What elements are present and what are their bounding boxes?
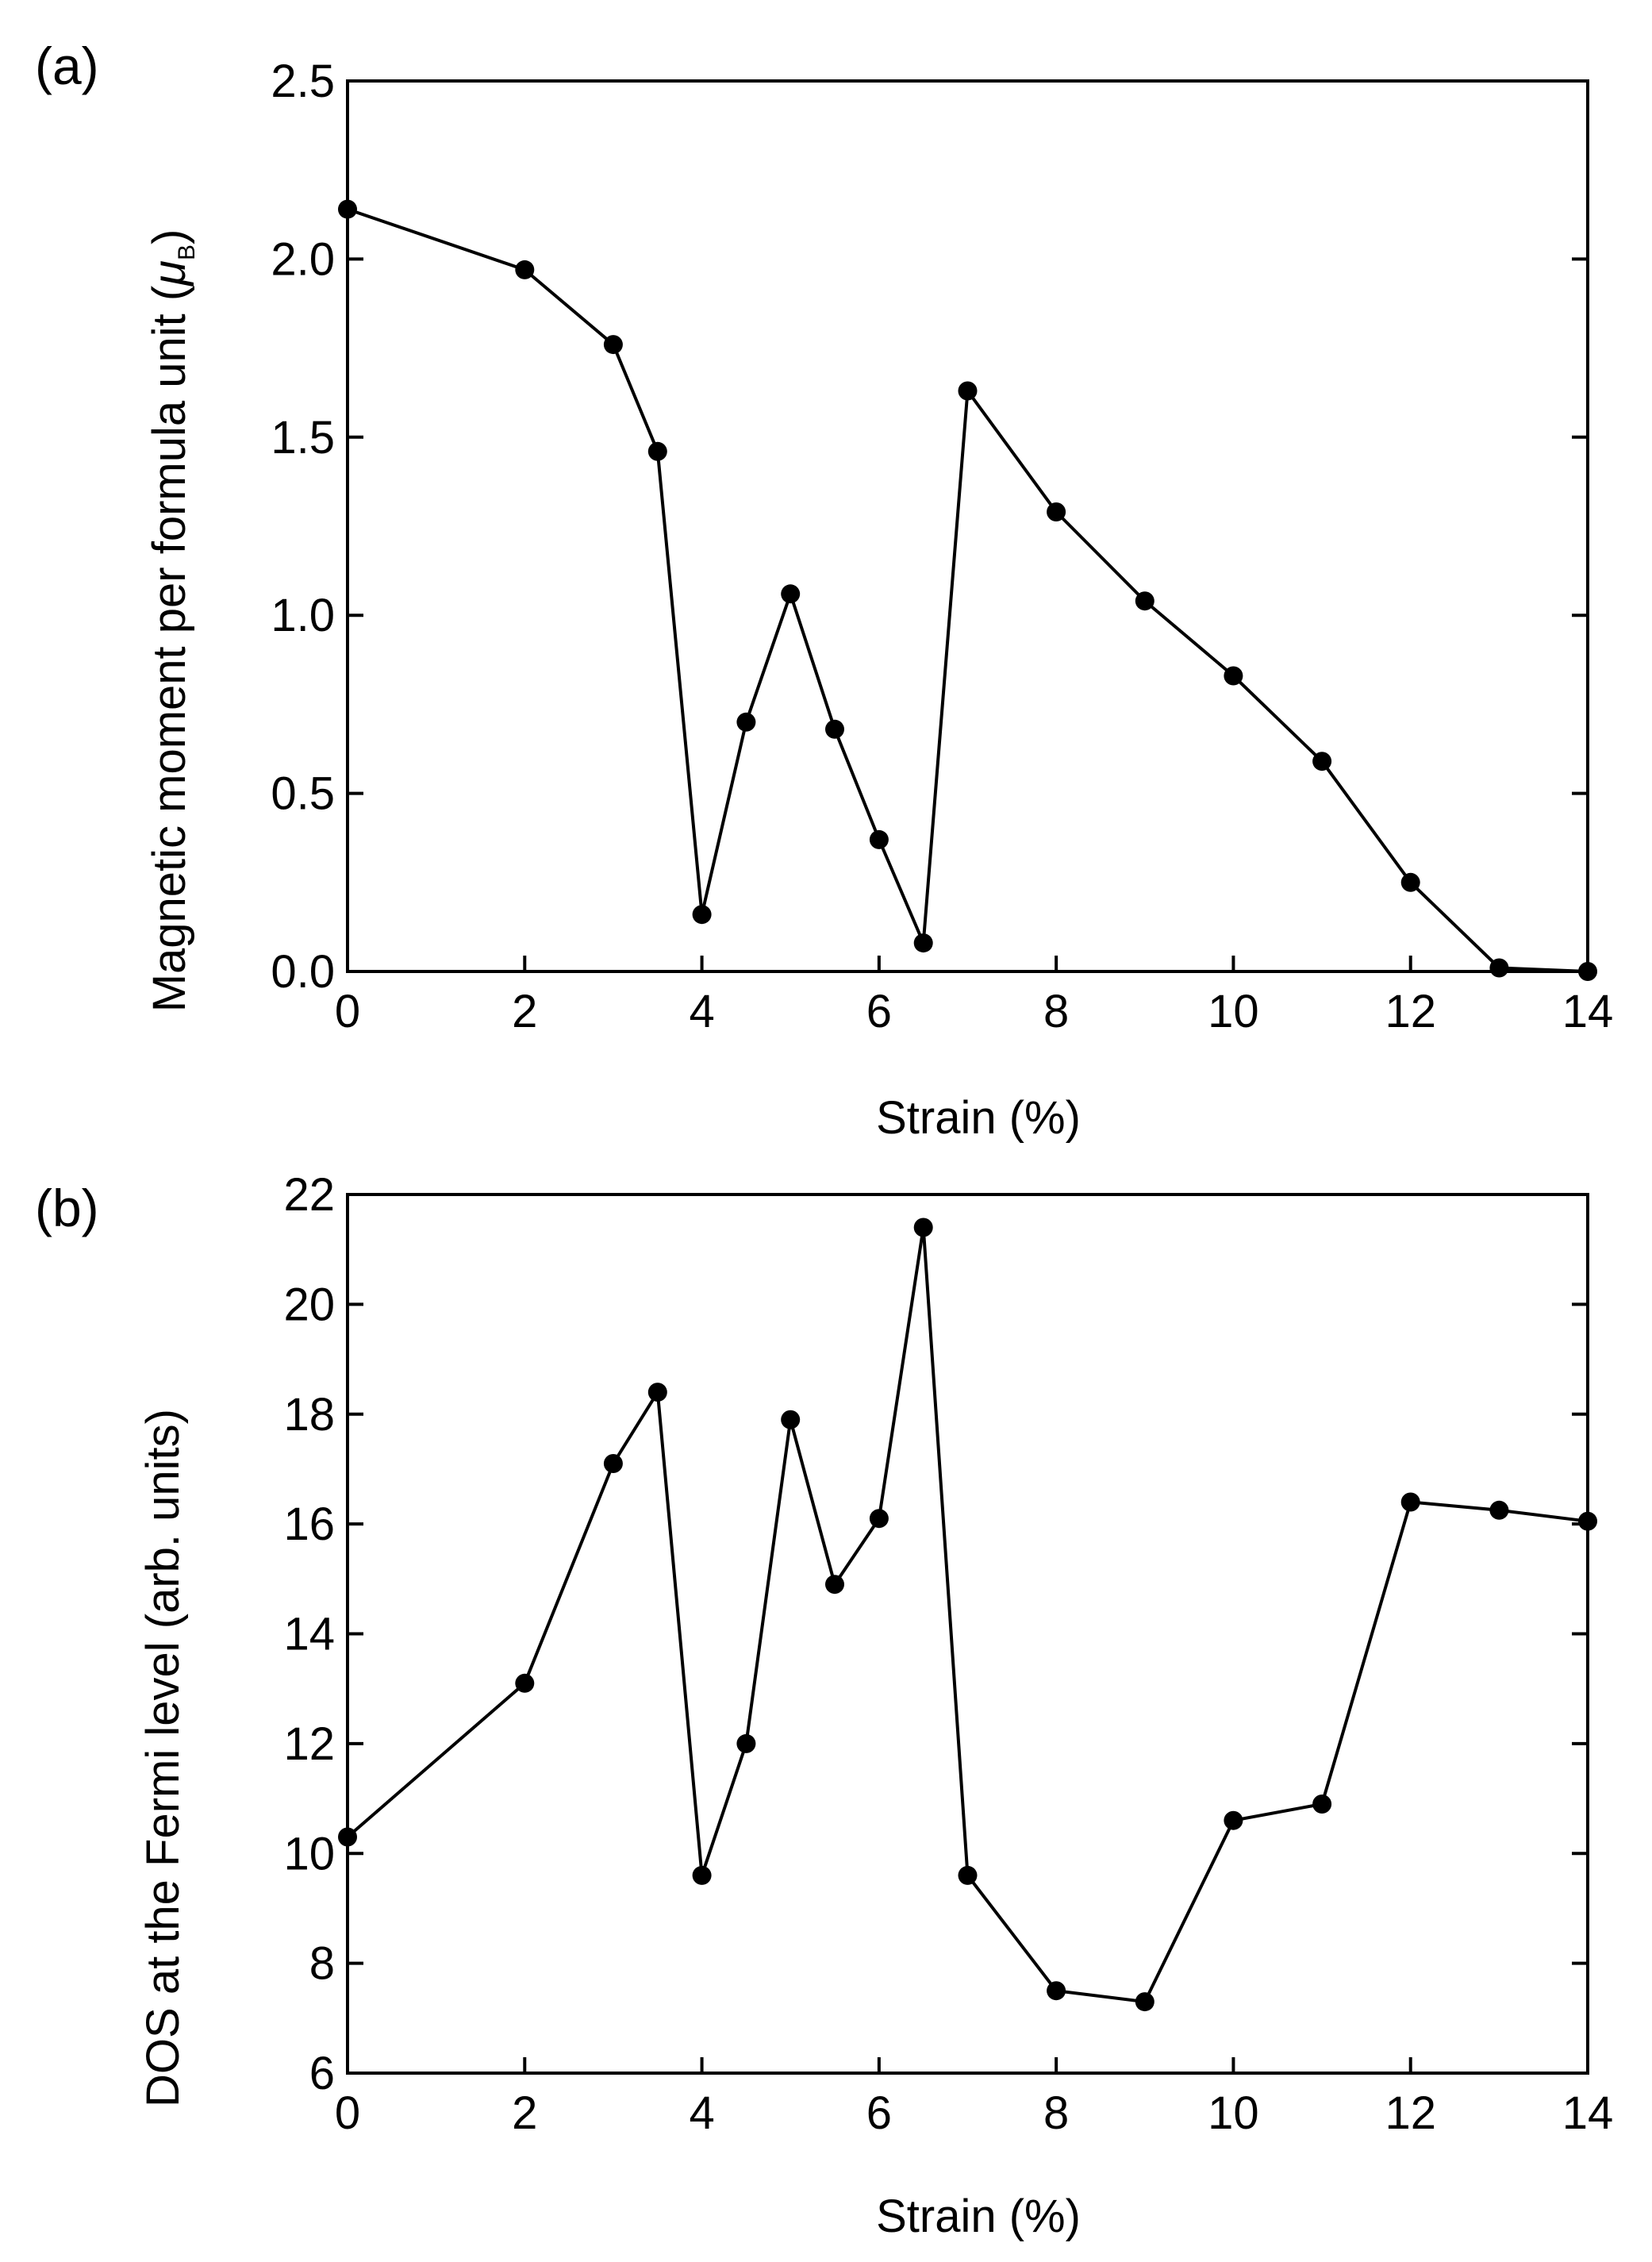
panel-a-xtick-label: 14: [1562, 986, 1614, 1037]
panel-a-ylabel-main: Magnetic moment per formula unit (: [144, 286, 195, 1012]
panel-b-xtick-label: 0: [335, 2087, 360, 2139]
panel-b-ytick-label: 16: [283, 1498, 335, 1550]
panel-a-xtick-label: 6: [866, 986, 892, 1037]
panel-b-data-point: [913, 1218, 933, 1237]
panel-b-label: (b): [35, 1179, 99, 1237]
panel-b-data-point: [958, 1865, 978, 1885]
panel-a-data-point: [958, 381, 978, 401]
panel-a-data: [338, 199, 1597, 981]
panel-a-data-point: [1047, 502, 1066, 521]
panel-b-data-point: [1489, 1500, 1509, 1520]
panel-b-ytick-label: 20: [283, 1279, 335, 1330]
panel-a-plot-frame: [346, 79, 1589, 973]
panel-a-yticks: 0.0 0.5 1.0 1.5 2.0 2.5: [271, 56, 1588, 998]
panel-b-ytick-label: 18: [283, 1389, 335, 1441]
panel-b-data: [338, 1218, 1597, 2012]
panel-b-xtick-label: 12: [1385, 2087, 1436, 2139]
panel-a-ytick-label: 2.0: [271, 233, 335, 285]
panel-b: (b) DOS at the Fermi level (arb. units) …: [35, 1169, 1613, 2242]
panel-b-data-point: [869, 1509, 889, 1529]
panel-b-data-point: [1400, 1492, 1420, 1512]
panel-b-data-point: [781, 1410, 801, 1429]
panel-b-ytick-label: 12: [283, 1718, 335, 1770]
panel-b-data-point: [825, 1575, 844, 1595]
panel-b-xtick-label: 10: [1208, 2087, 1259, 2139]
panel-a-xtick-label: 4: [689, 986, 714, 1037]
panel-a-data-point: [825, 719, 844, 739]
panel-a: (a) Magnetic moment per formula unit (μB…: [35, 37, 1613, 1144]
panel-b-xticks: 0 2 4 6 8 10 12 14: [335, 2057, 1613, 2139]
panel-a-data-point: [1135, 591, 1154, 611]
panel-a-xtick-label: 2: [512, 986, 537, 1037]
panel-b-data-point: [603, 1454, 623, 1473]
panel-a-ytick-label: 0.5: [271, 768, 335, 820]
panel-a-ytick-label: 1.5: [271, 412, 335, 464]
panel-b-data-point: [736, 1733, 756, 1753]
panel-b-data-point: [1312, 1795, 1332, 1814]
panel-b-data-point: [692, 1865, 712, 1885]
panel-a-xticks: 0 2 4 6 8 10 12 14: [335, 956, 1613, 1037]
panel-a-data-point: [1224, 666, 1243, 686]
panel-a-xtick-label: 10: [1208, 986, 1259, 1037]
panel-b-xtick-label: 14: [1562, 2087, 1614, 2139]
panel-a-data-point: [1312, 752, 1332, 771]
panel-a-ytick-label: 2.5: [271, 56, 335, 107]
panel-a-ytick-label: 1.0: [271, 590, 335, 641]
panel-a-xtick-label: 0: [335, 986, 360, 1037]
panel-b-data-point: [647, 1383, 667, 1402]
panel-a-data-point: [1489, 958, 1509, 978]
panel-b-ytick-label: 22: [283, 1169, 335, 1221]
panel-a-ylabel: Magnetic moment per formula unit (μB): [144, 229, 200, 1013]
panel-a-ylabel-end: ): [144, 229, 195, 244]
panel-a-xtick-label: 8: [1043, 986, 1069, 1037]
panel-a-data-point: [869, 829, 889, 849]
panel-a-xlabel: Strain (%): [876, 1092, 1081, 1144]
panel-b-xtick-label: 6: [866, 2087, 892, 2139]
panel-b-data-point: [1224, 1810, 1243, 1830]
panel-b-yticks: 6 8 10 12 14 16 18 20 22: [283, 1169, 1588, 2099]
panel-b-plot-frame: [346, 1193, 1589, 2075]
panel-a-data-point: [781, 584, 801, 604]
panel-b-xtick-label: 8: [1043, 2087, 1069, 2139]
panel-a-ylabel-mu: μ: [144, 260, 195, 287]
panel-b-ytick-label: 8: [309, 1938, 335, 1990]
panel-a-data-point: [736, 712, 756, 732]
panel-b-ytick-label: 14: [283, 1609, 335, 1660]
panel-a-ylabel-subscript: B: [174, 244, 200, 260]
panel-a-label: (a): [35, 37, 99, 95]
panel-b-ytick-label: 10: [283, 1828, 335, 1879]
panel-b-xtick-label: 2: [512, 2087, 537, 2139]
panel-a-xtick-label: 12: [1385, 986, 1436, 1037]
panel-b-data-point: [515, 1673, 535, 1693]
panel-a-data-point: [692, 905, 712, 925]
panel-a-data-point: [1400, 872, 1420, 892]
panel-b-data-point: [1135, 1992, 1154, 2012]
panel-b-ylabel: DOS at the Fermi level (arb. units): [137, 1409, 189, 2107]
panel-a-data-point: [647, 441, 667, 461]
panel-b-data-point: [1047, 1981, 1066, 2001]
panel-a-data-point: [913, 933, 933, 953]
panel-b-xlabel: Strain (%): [876, 2191, 1081, 2242]
panel-a-ytick-label: 0.0: [271, 946, 335, 998]
panel-b-xtick-label: 4: [689, 2087, 714, 2139]
panel-b-ytick-label: 6: [309, 2048, 335, 2099]
panel-a-data-point: [603, 335, 623, 355]
panel-a-series-line: [347, 207, 1589, 973]
panel-a-data-point: [515, 260, 535, 279]
panel-b-series-line: [346, 1227, 1589, 2004]
